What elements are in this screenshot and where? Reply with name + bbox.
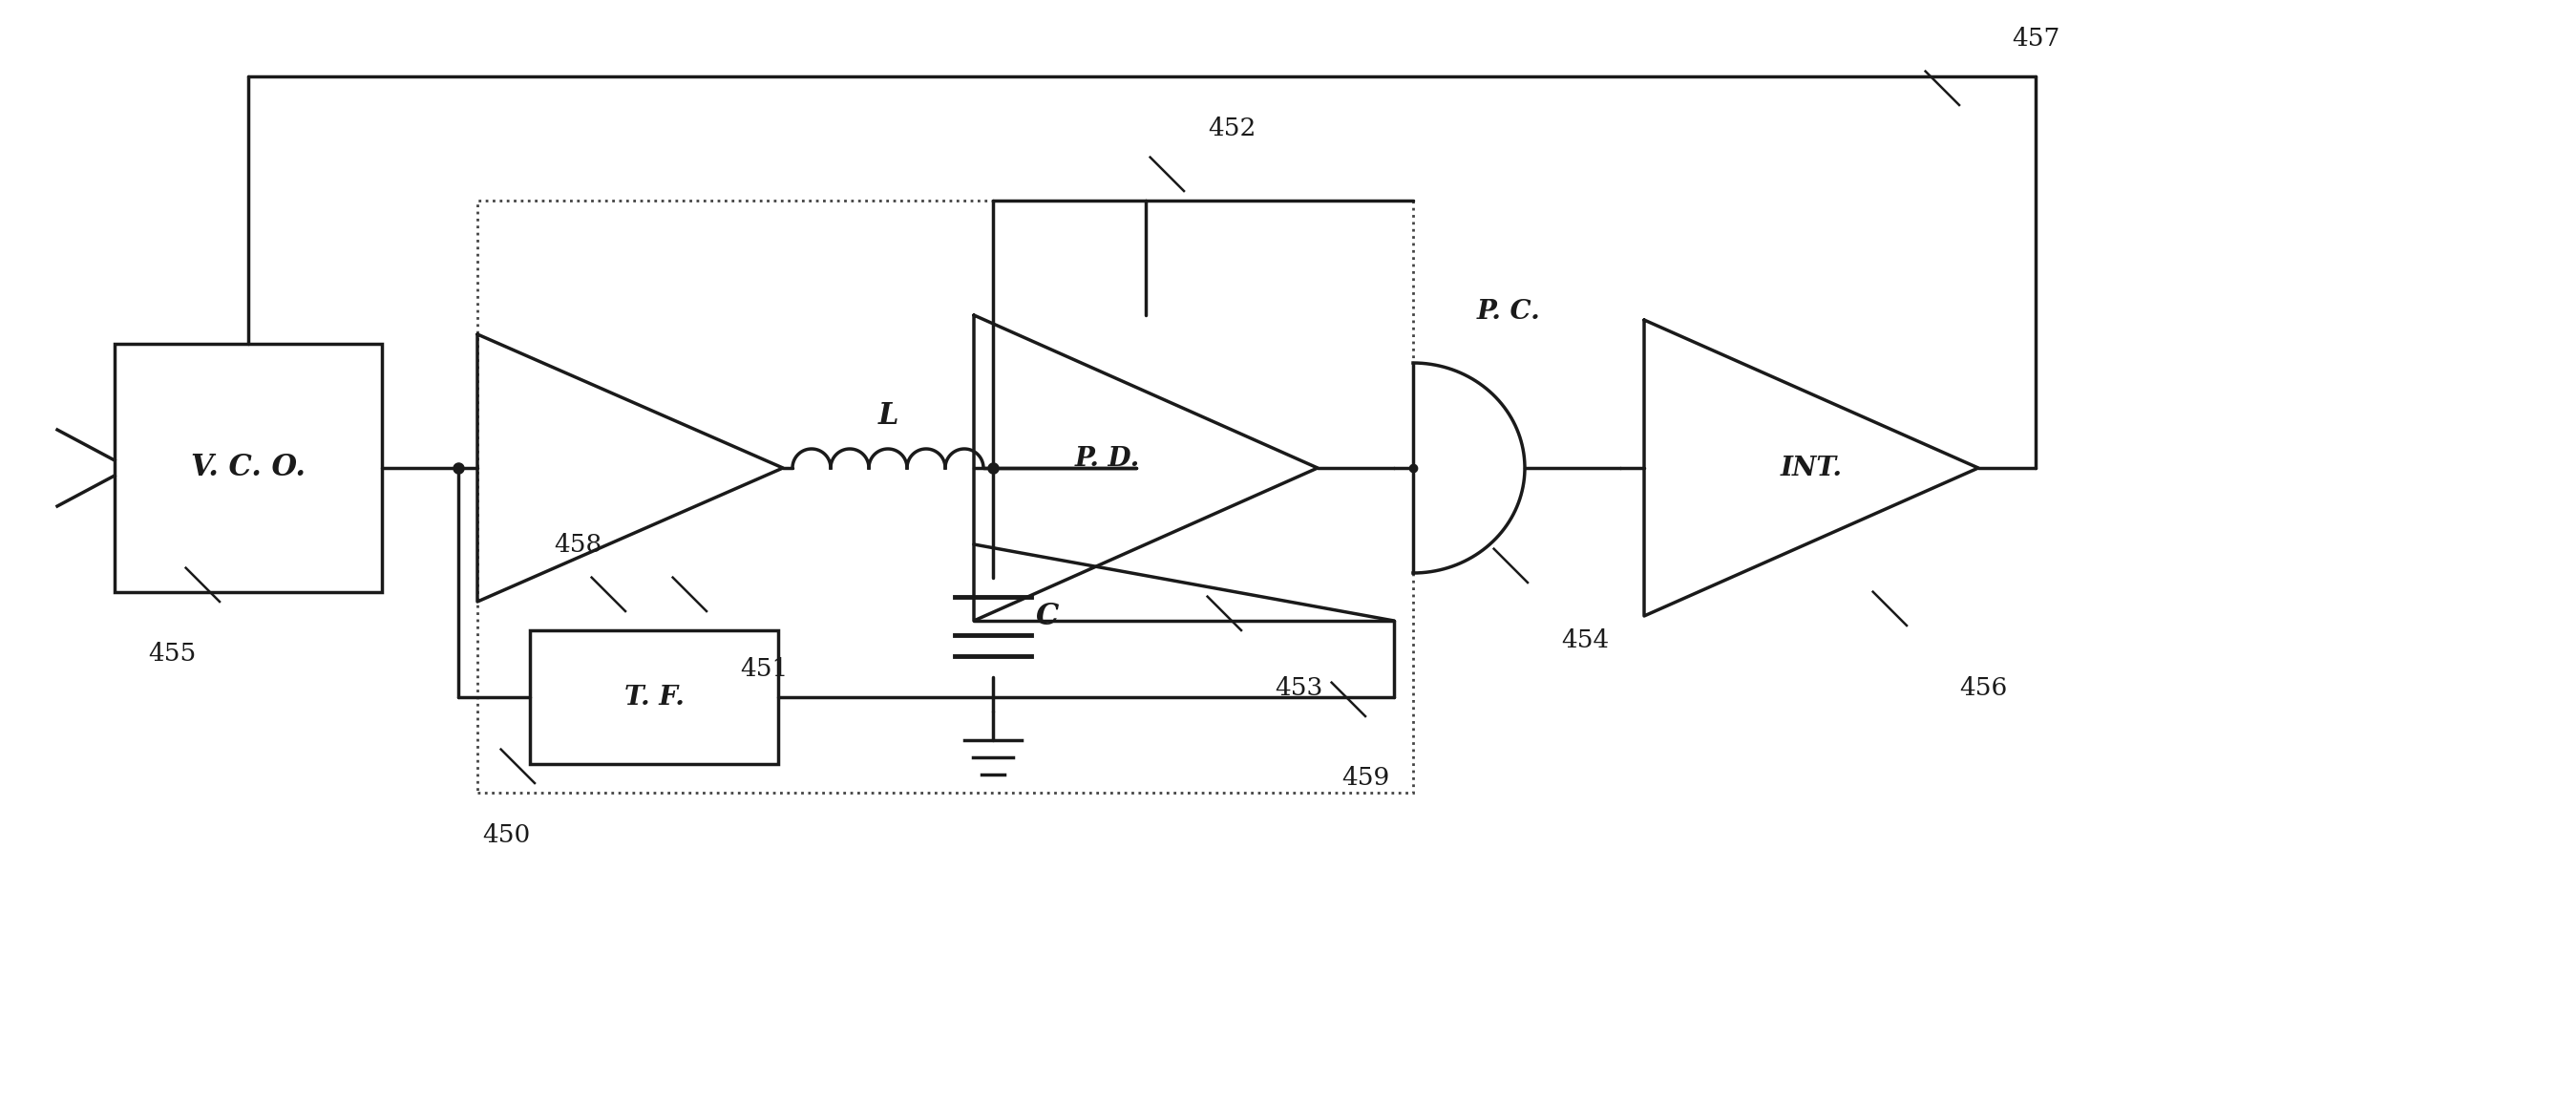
Text: INT.: INT. (1780, 455, 1842, 481)
Text: 456: 456 (1960, 676, 2007, 700)
Text: 458: 458 (554, 532, 603, 556)
Text: V. C. O.: V. C. O. (191, 453, 307, 482)
Bar (477, 201, 1414, 793)
Text: C: C (1036, 602, 1059, 630)
Text: 450: 450 (482, 824, 531, 848)
Bar (531, 630, 778, 764)
Text: P. D.: P. D. (1074, 446, 1141, 471)
Text: 452: 452 (1208, 117, 1255, 141)
Text: 453: 453 (1275, 676, 1321, 700)
Text: 457: 457 (2012, 26, 2061, 50)
Text: 459: 459 (1342, 766, 1388, 790)
Bar (113, 343, 381, 592)
Text: 455: 455 (147, 643, 196, 666)
Text: L: L (878, 401, 899, 431)
Text: 454: 454 (1561, 628, 1610, 651)
Text: 451: 451 (739, 657, 788, 680)
Text: T. F.: T. F. (623, 684, 685, 710)
Text: P. C.: P. C. (1476, 299, 1540, 325)
